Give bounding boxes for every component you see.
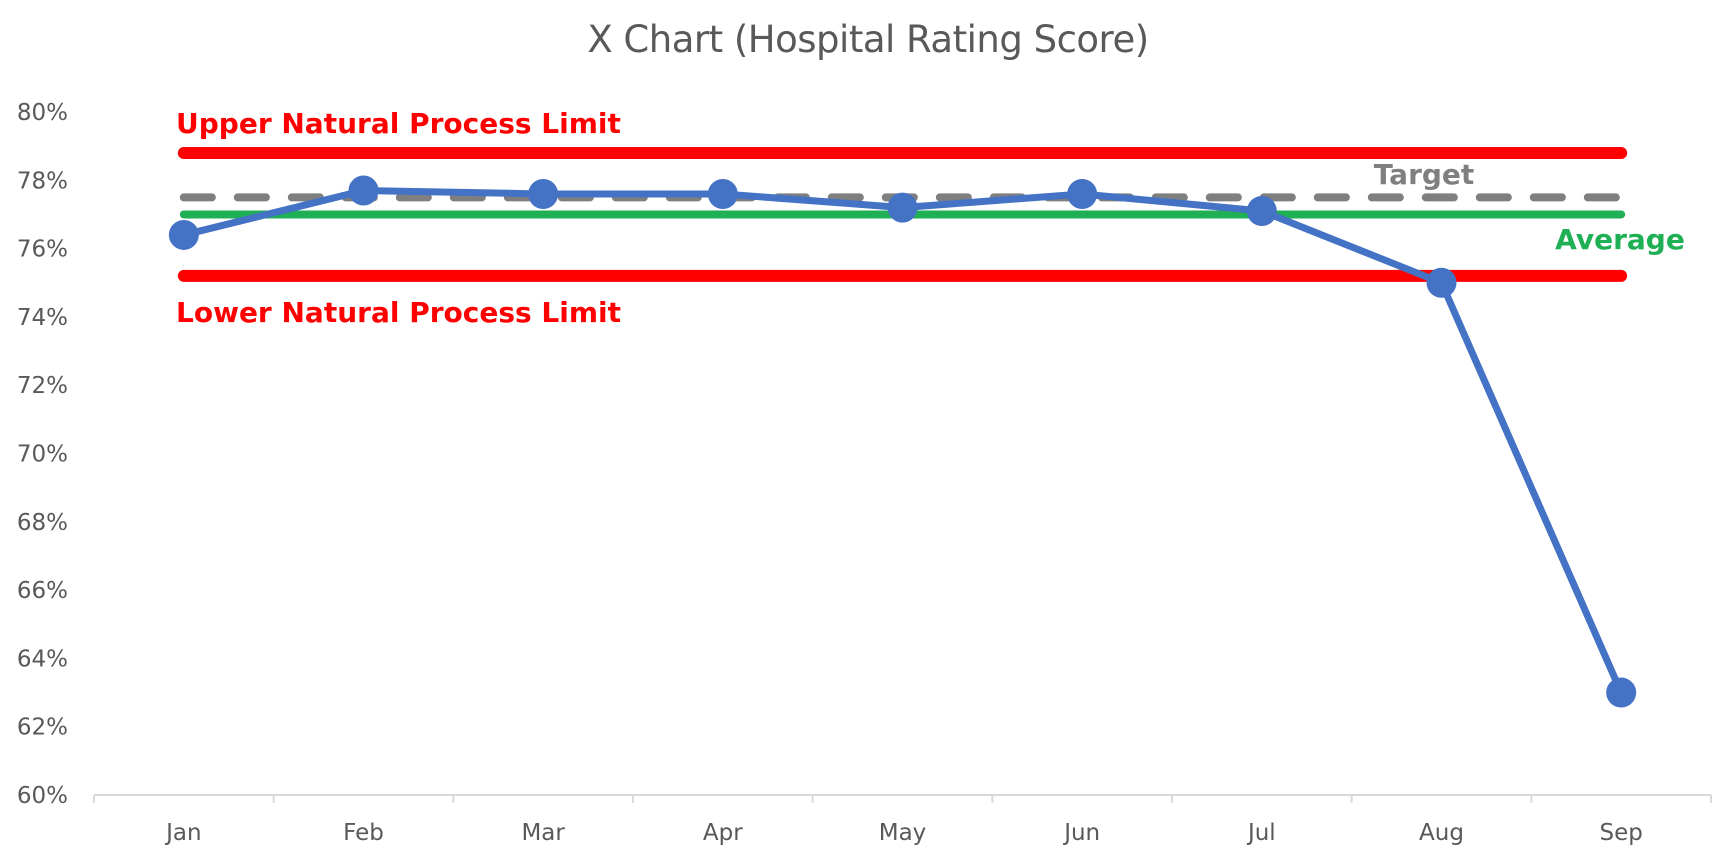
target-label: Target bbox=[1374, 158, 1475, 191]
y-tick-label: 66% bbox=[17, 578, 68, 604]
x-tick-label: Sep bbox=[1599, 820, 1642, 846]
data-point-marker bbox=[528, 178, 559, 209]
reference-labels: Upper Natural Process Limit Lower Natural… bbox=[176, 107, 1685, 329]
y-tick-label: 78% bbox=[17, 168, 68, 194]
x-axis: Jan Feb Mar Apr May Jun Jul Aug Sep bbox=[93, 794, 1712, 846]
data-point-marker bbox=[168, 219, 199, 250]
data-point-marker bbox=[348, 175, 379, 206]
x-tick-label: Jul bbox=[1246, 820, 1276, 846]
unpl-label: Upper Natural Process Limit bbox=[176, 107, 621, 140]
y-tick-label: 60% bbox=[17, 783, 68, 809]
data-series bbox=[168, 175, 1637, 708]
x-tick-label: Jun bbox=[1062, 820, 1100, 846]
data-point-marker bbox=[887, 192, 918, 223]
y-axis: 60% 62% 64% 66% 68% 70% 72% 74% 76% 78% 80% bbox=[17, 100, 68, 809]
x-tick-label: May bbox=[879, 820, 927, 846]
x-tick-label: Jan bbox=[164, 820, 201, 846]
y-tick-label: 80% bbox=[17, 100, 68, 126]
data-point-marker bbox=[1426, 267, 1457, 298]
x-tick-label: Feb bbox=[343, 820, 384, 846]
x-tick-label: Mar bbox=[521, 820, 565, 846]
chart-title: X Chart (Hospital Rating Score) bbox=[587, 18, 1149, 61]
series-line bbox=[182, 187, 1625, 694]
data-point-marker bbox=[707, 178, 738, 209]
y-tick-label: 70% bbox=[17, 442, 68, 468]
data-point-marker bbox=[1246, 196, 1277, 227]
average-label: Average bbox=[1555, 223, 1685, 256]
y-tick-label: 74% bbox=[17, 305, 68, 331]
y-tick-label: 68% bbox=[17, 510, 68, 536]
data-point-marker bbox=[1606, 677, 1637, 708]
y-tick-label: 62% bbox=[17, 715, 68, 741]
y-tick-label: 76% bbox=[17, 237, 68, 263]
y-tick-label: 64% bbox=[17, 646, 68, 672]
x-tick-label: Apr bbox=[703, 820, 743, 846]
y-tick-label: 72% bbox=[17, 373, 68, 399]
data-point-marker bbox=[1067, 178, 1098, 209]
lnpl-label: Lower Natural Process Limit bbox=[176, 296, 621, 329]
x-tick-label: Aug bbox=[1419, 820, 1464, 846]
